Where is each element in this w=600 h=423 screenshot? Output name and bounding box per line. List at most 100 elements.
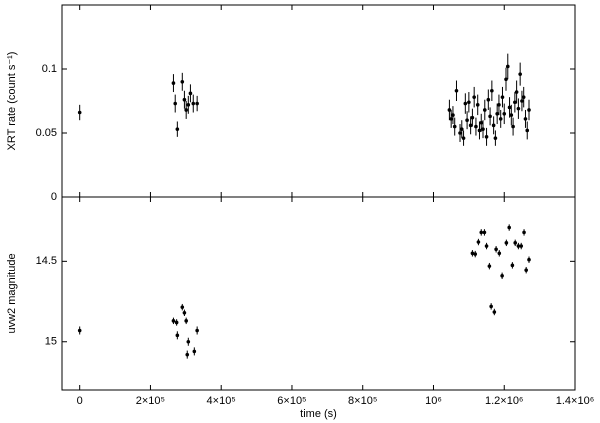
data-point <box>188 91 193 96</box>
data-point <box>465 118 469 122</box>
data-point <box>451 113 455 117</box>
data-point <box>516 244 521 248</box>
data-point <box>449 117 453 121</box>
data-point <box>468 123 473 128</box>
data-point <box>481 127 485 131</box>
data-point <box>184 108 188 112</box>
data-point <box>527 108 531 112</box>
data-point <box>473 252 478 256</box>
data-point <box>186 339 191 344</box>
y-tick-label: 0 <box>51 191 57 203</box>
data-point <box>182 311 187 315</box>
data-point <box>173 101 178 106</box>
data-point <box>475 103 480 107</box>
x-tick-label: 6×10⁵ <box>277 395 306 407</box>
data-point <box>484 135 489 139</box>
data-point <box>174 320 179 325</box>
data-point <box>488 114 492 119</box>
data-point <box>461 136 466 140</box>
data-point <box>487 264 492 268</box>
data-point <box>171 319 176 323</box>
plot-frame <box>61 4 576 198</box>
data-point <box>502 112 507 116</box>
data-point <box>497 103 501 107</box>
x-tick-label: 1.4×10⁶ <box>556 395 594 407</box>
y-axis-label: uvw2 magnitude <box>6 253 18 333</box>
data-point <box>504 241 509 245</box>
y-tick-label: 0.1 <box>42 63 57 75</box>
x-tick-label: 10⁶ <box>425 395 442 407</box>
data-point <box>479 120 484 125</box>
y-axis-label: XRT rate (count s⁻¹) <box>6 52 18 151</box>
data-point <box>175 127 180 131</box>
data-point <box>511 124 515 129</box>
data-point <box>500 274 504 278</box>
data-point <box>489 304 493 309</box>
data-point <box>195 101 199 106</box>
data-point <box>507 105 512 110</box>
data-point <box>500 95 505 99</box>
data-point <box>484 244 489 248</box>
data-point <box>463 101 468 106</box>
data-point <box>490 88 494 93</box>
data-point <box>509 113 514 117</box>
data-point <box>507 225 511 230</box>
data-point <box>182 97 187 102</box>
data-point <box>486 97 491 102</box>
data-point <box>191 101 196 106</box>
y-tick-label: 0.05 <box>36 127 57 139</box>
data-point <box>513 241 518 245</box>
plot-frame <box>61 196 576 391</box>
x-tick-label: 0 <box>77 395 83 407</box>
data-point <box>186 103 191 107</box>
y-tick-label: 15 <box>45 336 57 348</box>
y-tick-label: 14.5 <box>36 255 57 267</box>
data-point <box>525 128 530 133</box>
x-tick-label: 8×10⁵ <box>348 395 377 407</box>
data-point <box>458 131 462 135</box>
data-point <box>185 352 190 357</box>
data-point <box>521 95 526 99</box>
data-point <box>518 72 522 76</box>
data-point <box>492 310 497 314</box>
data-point <box>493 136 498 140</box>
data-point <box>77 110 82 115</box>
data-point <box>520 99 524 103</box>
data-point <box>474 124 478 129</box>
data-point <box>505 64 510 69</box>
data-point <box>467 100 471 105</box>
data-point <box>454 88 459 93</box>
data-point <box>523 117 528 121</box>
data-point <box>482 108 487 112</box>
data-point <box>171 81 176 85</box>
data-point <box>510 263 515 268</box>
data-point <box>495 112 499 116</box>
x-tick-label: 1.2×10⁶ <box>485 395 523 407</box>
data-point <box>522 230 526 235</box>
data-point <box>498 117 503 121</box>
data-point <box>192 349 197 354</box>
data-point <box>513 100 517 105</box>
data-point <box>482 230 487 235</box>
data-point <box>470 115 475 120</box>
data-point <box>476 240 481 244</box>
x-tick-label: 4×10⁵ <box>207 395 236 407</box>
data-point <box>524 268 528 272</box>
data-point <box>452 124 457 129</box>
data-point <box>504 77 508 82</box>
data-point <box>497 251 502 256</box>
data-point <box>447 108 452 112</box>
data-point <box>77 328 82 333</box>
x-tick-label: 2×10⁵ <box>136 395 165 407</box>
data-point <box>459 127 464 131</box>
data-point <box>519 244 524 248</box>
data-point <box>180 80 185 84</box>
data-point <box>175 333 180 338</box>
data-point <box>516 106 521 111</box>
x-axis-label: time (s) <box>300 408 337 420</box>
data-point <box>479 230 484 235</box>
data-point <box>470 251 475 256</box>
data-point <box>195 328 199 333</box>
data-point <box>180 305 185 309</box>
